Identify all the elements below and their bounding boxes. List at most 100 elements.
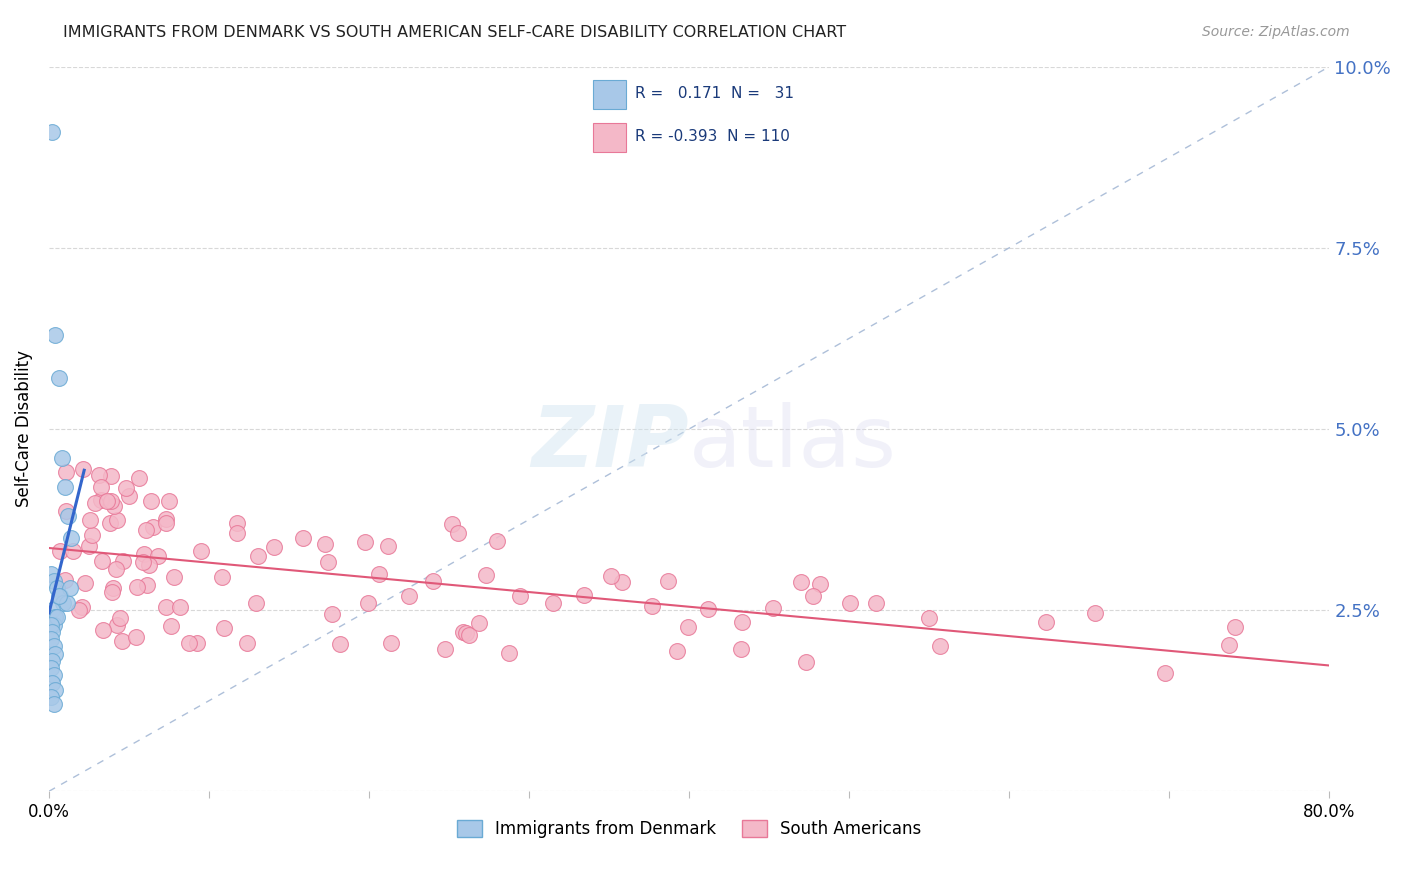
Point bbox=[132, 547, 155, 561]
Point bbox=[139, 494, 162, 508]
Point bbox=[101, 585, 124, 599]
Point bbox=[353, 535, 375, 549]
Point bbox=[41, 603, 63, 617]
Point bbox=[132, 555, 155, 569]
Point bbox=[72, 461, 94, 475]
Point bbox=[160, 618, 183, 632]
Point bbox=[211, 570, 233, 584]
Point bbox=[127, 581, 149, 595]
Point bbox=[1035, 615, 1057, 629]
Point bbox=[53, 574, 76, 588]
Point bbox=[44, 682, 66, 697]
Point bbox=[790, 575, 813, 590]
Point bbox=[73, 576, 96, 591]
Point bbox=[100, 494, 122, 508]
Point bbox=[42, 698, 65, 712]
Point bbox=[44, 327, 66, 342]
Point bbox=[39, 617, 62, 632]
Point bbox=[446, 526, 468, 541]
Point bbox=[314, 537, 336, 551]
Point bbox=[157, 493, 180, 508]
Point bbox=[110, 634, 132, 648]
Point bbox=[422, 574, 444, 589]
Point bbox=[138, 558, 160, 573]
Point bbox=[41, 624, 63, 639]
Point bbox=[1223, 620, 1246, 634]
Point bbox=[39, 690, 62, 704]
Point bbox=[155, 516, 177, 530]
Point bbox=[53, 480, 76, 494]
Point bbox=[247, 549, 270, 563]
Point bbox=[169, 600, 191, 615]
Point bbox=[105, 513, 128, 527]
Text: Source: ZipAtlas.com: Source: ZipAtlas.com bbox=[1202, 25, 1350, 39]
Point bbox=[135, 524, 157, 538]
Point bbox=[41, 675, 63, 690]
Point bbox=[441, 517, 464, 532]
Point bbox=[291, 531, 314, 545]
Point bbox=[433, 641, 456, 656]
Point bbox=[610, 574, 633, 589]
Point bbox=[49, 544, 72, 558]
Point bbox=[60, 531, 83, 545]
Text: IMMIGRANTS FROM DENMARK VS SOUTH AMERICAN SELF-CARE DISABILITY CORRELATION CHART: IMMIGRANTS FROM DENMARK VS SOUTH AMERICA… bbox=[63, 25, 846, 40]
Point bbox=[468, 616, 491, 631]
Point bbox=[225, 525, 247, 540]
Point bbox=[41, 654, 63, 668]
Point bbox=[839, 596, 862, 610]
Point bbox=[1218, 638, 1240, 652]
Point bbox=[111, 554, 134, 568]
Point bbox=[46, 610, 69, 624]
Point bbox=[486, 534, 509, 549]
Legend: Immigrants from Denmark, South Americans: Immigrants from Denmark, South Americans bbox=[450, 813, 928, 845]
Point bbox=[321, 607, 343, 621]
Text: R = -0.393  N = 110: R = -0.393 N = 110 bbox=[636, 129, 790, 145]
Point bbox=[456, 625, 478, 640]
Point bbox=[59, 582, 82, 596]
Point bbox=[90, 480, 112, 494]
Point bbox=[245, 596, 267, 610]
Point bbox=[89, 468, 111, 483]
Point bbox=[1154, 666, 1177, 681]
FancyBboxPatch shape bbox=[592, 123, 626, 152]
Point bbox=[80, 527, 103, 541]
Point bbox=[316, 556, 339, 570]
Point bbox=[155, 512, 177, 526]
Y-axis label: Self-Care Disability: Self-Care Disability bbox=[15, 351, 32, 508]
Point bbox=[801, 589, 824, 603]
Point bbox=[155, 599, 177, 614]
Point bbox=[263, 540, 285, 554]
Point bbox=[666, 643, 689, 657]
Point bbox=[42, 668, 65, 682]
Point bbox=[235, 636, 257, 650]
Point bbox=[100, 469, 122, 483]
Point bbox=[163, 570, 186, 584]
Point bbox=[55, 596, 77, 610]
Point bbox=[125, 630, 148, 644]
Point bbox=[51, 450, 73, 465]
Point bbox=[474, 568, 496, 582]
Point bbox=[96, 494, 118, 508]
Point bbox=[118, 489, 141, 503]
Point bbox=[808, 577, 831, 591]
Point bbox=[128, 471, 150, 485]
Point bbox=[42, 640, 65, 654]
Point bbox=[918, 611, 941, 625]
Point bbox=[356, 597, 378, 611]
Point bbox=[56, 508, 79, 523]
Point bbox=[105, 618, 128, 632]
Point bbox=[730, 641, 752, 656]
Point bbox=[62, 543, 84, 558]
Point bbox=[865, 596, 887, 610]
Point bbox=[368, 567, 391, 582]
Point bbox=[114, 481, 136, 495]
Point bbox=[48, 589, 70, 603]
Text: R =   0.171  N =   31: R = 0.171 N = 31 bbox=[636, 87, 794, 102]
Point bbox=[55, 466, 77, 480]
Point bbox=[142, 520, 165, 534]
Point bbox=[676, 620, 699, 634]
Point bbox=[39, 632, 62, 646]
Point bbox=[641, 599, 664, 613]
Text: atlas: atlas bbox=[689, 402, 897, 485]
Point bbox=[46, 582, 69, 596]
